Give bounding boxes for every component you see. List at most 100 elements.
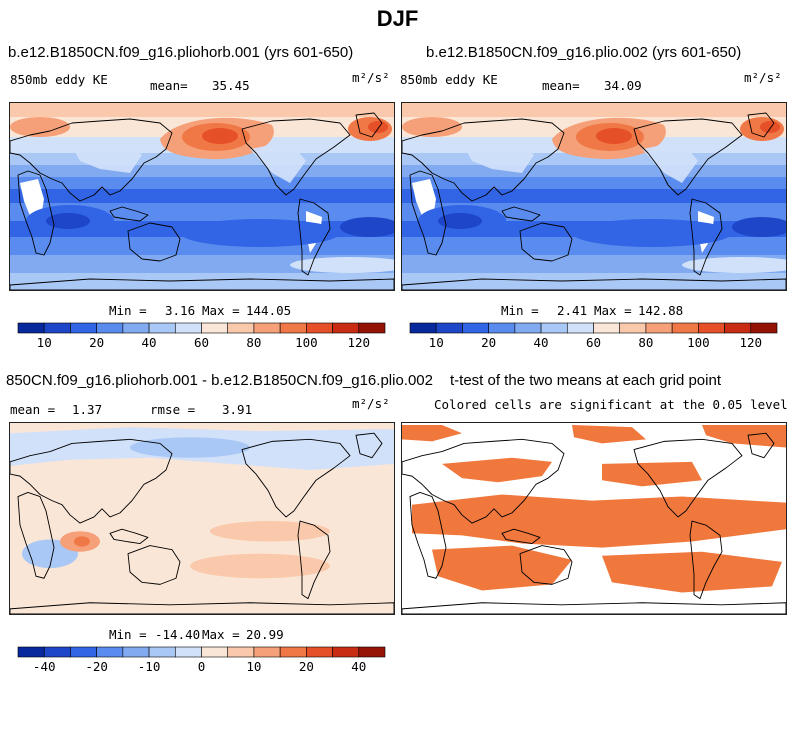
panel-b-min-label: Min =: [501, 303, 539, 318]
panel-c-coastline: [17, 491, 55, 579]
panel-a-coastline: [241, 118, 351, 196]
panel-b-coastline: [633, 118, 743, 196]
page-title: DJF: [376, 6, 419, 31]
panel-a-sh-jet-indian-core: [46, 213, 90, 229]
panel-a-map: [9, 102, 395, 291]
panel-d-significant-region: [432, 545, 572, 591]
panel-b-units: m²/s²: [744, 70, 782, 85]
panel-b-coastline: [409, 170, 447, 256]
panel-a-min-label: Min =: [109, 303, 147, 318]
panel-a-coastline: [109, 206, 149, 222]
panel-b-sh-jet-indian-core: [438, 213, 482, 229]
panel-b-mean-value: 34.09: [604, 78, 642, 93]
panel-a-pacific-storm-track-max: [202, 128, 238, 144]
panel-c-colorbar-swatch: [306, 646, 333, 658]
panel-d-map: [401, 422, 787, 615]
panel-a-colorbar-swatch: [43, 322, 71, 334]
panel-b-colorbar-svg: 10 20 40 60 80 100 120: [409, 322, 778, 350]
panel-b-colorbar-tick-label: 20: [481, 335, 496, 350]
panel-b-variable: 850mb eddy KE: [400, 72, 498, 87]
panel-b-colorbar-tick-label: 100: [687, 335, 710, 350]
panel-a-colorbar-swatch: [122, 322, 150, 334]
panel-c-colorbar-swatch: [358, 646, 386, 658]
panel-a-coastline: [17, 170, 55, 256]
panel-a-colorbar-swatch: [358, 322, 386, 334]
panel-b-namerica-land: [642, 141, 698, 183]
panel-d-coastline: [501, 528, 541, 544]
panel-b-europe-track: [402, 117, 462, 137]
panel-a-coastline: [127, 222, 181, 262]
panel-b-colorbar-swatch: [671, 322, 699, 334]
panel-c-nh-negative-core: [130, 437, 250, 458]
panel-b-max-label: Max =: [594, 303, 632, 318]
panel-c-colorbar-swatch: [332, 646, 360, 658]
panel-d-significant-region: [702, 425, 786, 448]
panel-a-colorbar-tick-label: 20: [89, 335, 104, 350]
panel-d-coastline: [519, 545, 573, 585]
panel-c-colorbar-swatch: [70, 646, 97, 658]
panel-c-colorbar-swatch: [174, 646, 202, 658]
panel-c-max-value: 20.99: [246, 627, 284, 642]
panel-a-sh-jet-atlantic: [340, 217, 394, 237]
panel-a-colorbar-swatch: [96, 322, 124, 334]
panel-a-colorbar-swatch: [70, 322, 97, 334]
panel-b-coastline: [747, 112, 775, 138]
panel-c-pacific-positive: [190, 553, 330, 579]
panel-a-asia-land: [70, 137, 142, 173]
panel-b-southern-ocean: [682, 257, 786, 273]
panel-a-colorbar-swatch: [306, 322, 333, 334]
panel-d-significant-region: [402, 425, 462, 442]
panel-c-colorbar: -40 -20 -10 0 10 20 40: [17, 646, 386, 677]
panel-a-field-band: [10, 189, 394, 203]
panel-c-mean-label: mean =: [10, 402, 56, 417]
panel-c-coastline: [10, 438, 173, 524]
panel-c-coastline: [241, 438, 351, 518]
panel-b-colorbar-tick-label: 120: [739, 335, 762, 350]
panel-b-colorbar-swatch: [462, 322, 489, 334]
panel-c-colorbar-tick-label: -10: [138, 659, 161, 674]
panel-b-colorbar-tick-label: 80: [638, 335, 653, 350]
panel-b-colorbar-swatch: [435, 322, 463, 334]
panel-a-colorbar-tick-label: 80: [246, 335, 261, 350]
panel-b-colorbar-tick-label: 40: [534, 335, 549, 350]
panel-a-colorbar-swatch: [253, 322, 281, 334]
panel-b-colorbar-swatch: [724, 322, 752, 334]
panel-a-coastline: [297, 198, 331, 276]
panel-a-colorbar-tick-label: 60: [194, 335, 209, 350]
panel-b-colorbar-swatch: [750, 322, 778, 334]
panel-b-colorbar: 10 20 40 60 80 100 120: [409, 322, 778, 353]
panel-b-field-band: [402, 189, 786, 203]
panel-b-colorbar-tick-label: 60: [586, 335, 601, 350]
panel-b-coastline: [689, 198, 723, 276]
panel-c-coastline: [355, 432, 383, 459]
panel-a-colorbar: 10 20 40 60 80 100 120: [17, 322, 386, 353]
panel-a-min-value: 3.16: [165, 303, 196, 318]
panel-c-colorbar-tick-label: 0: [198, 659, 206, 674]
panel-c-colorbar-swatch: [148, 646, 176, 658]
panel-c-colorbar-swatch: [96, 646, 124, 658]
panel-a-title: b.e12.B1850CN.f09_g16.pliohorb.001 (yrs …: [8, 44, 354, 61]
panel-a-colorbar-tick-label: 40: [142, 335, 157, 350]
panel-a-colorbar-tick-label: 120: [347, 335, 370, 350]
panel-c-field: [10, 423, 394, 614]
panel-a-namerica-land: [250, 141, 306, 183]
panel-d-field: [402, 425, 786, 614]
panel-d-coastline: [747, 432, 775, 459]
panel-d-title: t-test of the two means at each grid poi…: [450, 372, 721, 389]
panel-a-colorbar-swatch: [174, 322, 202, 334]
panel-b-coastline: [402, 118, 565, 202]
panel-a-colorbar-tick-label: 100: [295, 335, 318, 350]
panel-a-colorbar-swatch: [148, 322, 176, 334]
panel-a-colorbar-tick-label: 10: [37, 335, 52, 350]
panel-c-tropical-positive: [210, 521, 330, 542]
panel-a-colorbar-swatch: [279, 322, 307, 334]
panel-d-significant-region: [602, 461, 702, 487]
panel-a-europe-track: [10, 117, 70, 137]
panel-c-colorbar-tick-label: -20: [85, 659, 108, 674]
panel-c-coastline: [297, 520, 331, 600]
panel-b-atlantic-storm-track-max: [760, 121, 780, 133]
panel-c-title: 850CN.f09_g16.pliohorb.001 - b.e12.B1850…: [6, 372, 433, 389]
panel-b-colorbar-tick-label: 10: [429, 335, 444, 350]
panel-c-max-label: Max =: [202, 627, 240, 642]
panel-c-indian-positive-core: [74, 536, 90, 547]
